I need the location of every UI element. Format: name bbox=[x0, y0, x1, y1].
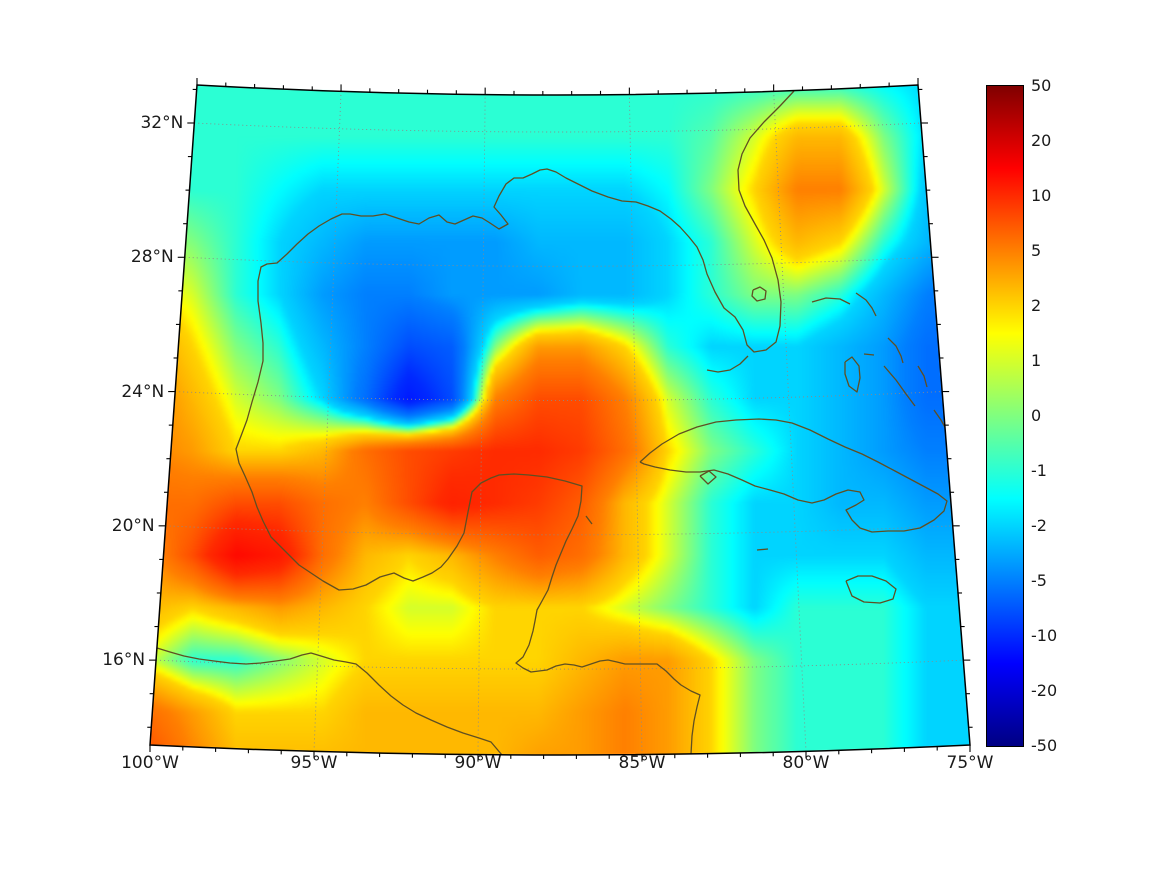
coastline-andros bbox=[844, 356, 861, 393]
coastline-grand-cayman bbox=[756, 548, 769, 551]
coastline-exuma-chain bbox=[883, 365, 916, 407]
coastline-isle-of-youth bbox=[699, 470, 717, 485]
x-tick-label: 90°W bbox=[454, 753, 502, 773]
x-tick-label: 95°W bbox=[290, 753, 338, 773]
colorbar-tick-label: 2 bbox=[1031, 296, 1042, 315]
coastlines bbox=[156, 90, 948, 755]
y-tick-label: 28°N bbox=[130, 247, 174, 268]
y-tick-label: 16°N bbox=[102, 650, 146, 671]
colorbar-tick-label: -20 bbox=[1031, 681, 1058, 700]
heatmap-field bbox=[150, 85, 970, 765]
colorbar-tick-label: 10 bbox=[1031, 186, 1052, 205]
colorbar-tick-label: -5 bbox=[1031, 571, 1047, 590]
coastline-abaco bbox=[855, 292, 877, 317]
map-frame bbox=[149, 84, 971, 756]
x-tick-label: 85°W bbox=[618, 753, 666, 773]
x-tick-label: 80°W bbox=[782, 753, 830, 773]
colorbar-tick-label: 1 bbox=[1031, 351, 1042, 370]
y-tick-label: 24°N bbox=[121, 381, 165, 402]
coastline-cuba bbox=[639, 418, 948, 533]
colorbar-tick-label: 5 bbox=[1031, 241, 1042, 260]
coastline-new-providence bbox=[863, 353, 875, 356]
coastline-north-america-mainland bbox=[235, 90, 795, 755]
x-tick-label: 75°W bbox=[946, 753, 994, 773]
coastline-pacific-coast bbox=[156, 647, 503, 755]
colorbar bbox=[986, 85, 1024, 747]
y-tick-label: 20°N bbox=[111, 515, 155, 536]
coastline-jamaica bbox=[845, 575, 897, 604]
axis-ticks bbox=[147, 78, 973, 762]
colorbar-tick-label: -10 bbox=[1031, 626, 1058, 645]
graticule bbox=[156, 91, 964, 755]
y-tick-label: 32°N bbox=[140, 113, 184, 133]
x-tick-label: 100°W bbox=[121, 753, 179, 773]
coastline-cozumel bbox=[585, 515, 593, 525]
coastline-cat-island bbox=[917, 365, 928, 388]
colorbar-tick-label: 50 bbox=[1031, 76, 1052, 95]
coastline-grand-bahama bbox=[811, 297, 851, 305]
colorbar-tick-label: -1 bbox=[1031, 461, 1047, 480]
colorbar-tick-label: -2 bbox=[1031, 516, 1047, 535]
colorbar-tick-label: 0 bbox=[1031, 406, 1042, 425]
coastline-eleuthera bbox=[887, 337, 904, 364]
colorbar-tick-label: 20 bbox=[1031, 131, 1052, 150]
coastline-florida-keys bbox=[706, 355, 749, 373]
colorbar-gradient bbox=[987, 86, 1023, 746]
coastline-lake-okeechobee bbox=[751, 286, 767, 302]
colorbar-tick-label: -50 bbox=[1031, 736, 1058, 755]
